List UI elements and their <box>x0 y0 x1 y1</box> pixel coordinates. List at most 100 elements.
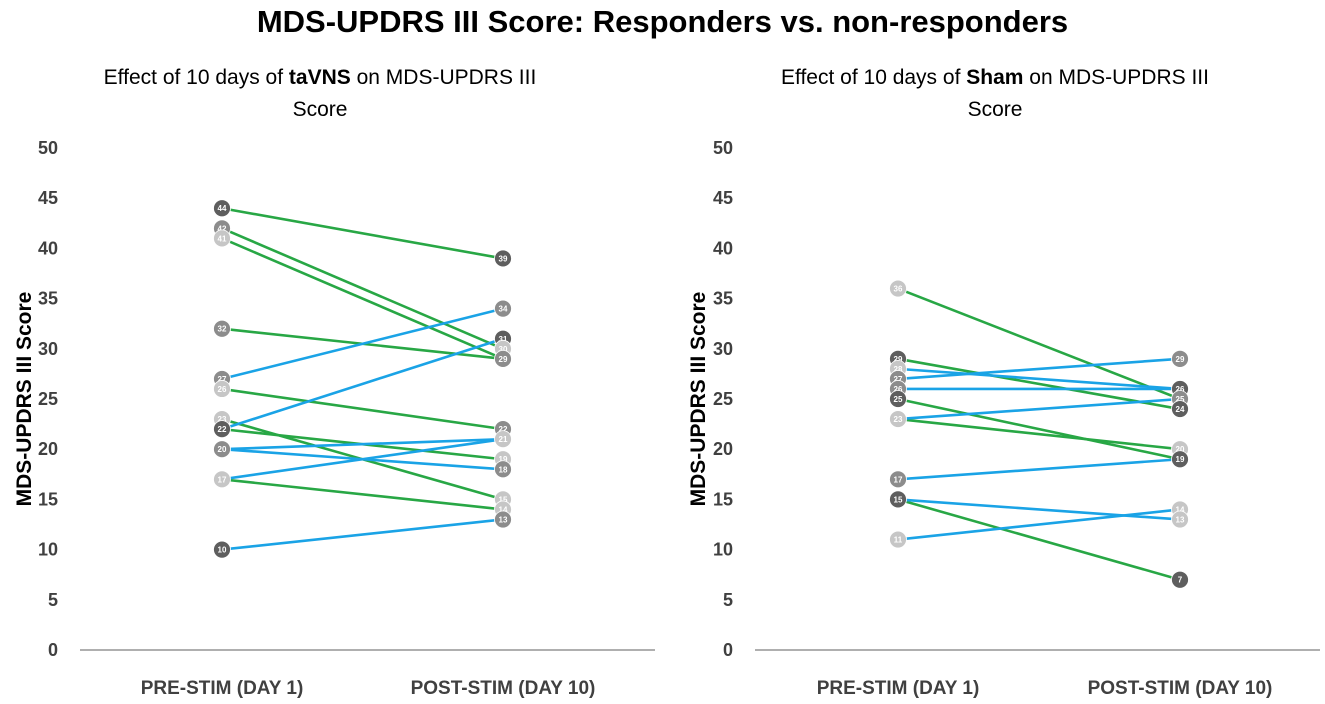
data-point-marker <box>213 470 231 489</box>
panel-title-part: on MDS-UPDRS III <box>1023 66 1209 89</box>
series-line-non_responder <box>221 437 504 451</box>
series-line-non_responder <box>897 357 1181 381</box>
data-point-marker <box>494 249 512 268</box>
series-line-non_responder <box>897 498 1181 521</box>
series-line-non_responder <box>221 437 504 481</box>
y-tick-label: 35 <box>713 289 733 309</box>
data-point-label: 10 <box>218 546 227 555</box>
y-tick-label: 0 <box>723 640 733 660</box>
y-tick-label: 45 <box>38 188 58 208</box>
data-point-marker <box>213 380 231 398</box>
data-point-marker <box>494 349 512 368</box>
data-point-label: 30 <box>499 345 508 354</box>
data-point-marker <box>213 199 231 218</box>
y-tick-label: 5 <box>723 590 733 610</box>
data-point-label: 22 <box>499 425 508 434</box>
data-point-marker <box>889 390 907 408</box>
data-point-label: 11 <box>894 536 903 545</box>
panel-title-part: taVNS <box>289 66 351 89</box>
data-point-label: 27 <box>218 375 227 384</box>
data-point-label: 17 <box>218 475 227 484</box>
data-point-marker <box>1171 400 1189 418</box>
x-category-label: POST-STIM (DAY 10) <box>1088 678 1273 699</box>
data-point-label: 29 <box>894 355 903 364</box>
y-tick-label: 30 <box>38 339 58 359</box>
data-point-label: 26 <box>218 385 227 394</box>
data-point-label: 14 <box>1176 505 1185 514</box>
panel-title-line1: Effect of 10 days of Sham on MDS-UPDRS I… <box>781 66 1209 89</box>
series-line-non_responder <box>221 518 504 551</box>
data-point-marker <box>213 440 231 459</box>
data-point-label: 15 <box>894 495 903 504</box>
series-line-responder <box>221 227 504 350</box>
data-point-label: 29 <box>1176 355 1185 364</box>
data-point-label: 22 <box>218 425 227 434</box>
data-point-label: 20 <box>1176 445 1185 454</box>
y-tick-label: 10 <box>713 540 733 560</box>
y-tick-label: 50 <box>38 138 58 158</box>
data-point-label: 14 <box>499 505 508 514</box>
y-tick-label: 40 <box>38 238 58 258</box>
data-point-marker <box>213 540 231 559</box>
data-point-label: 39 <box>499 254 508 263</box>
panel-title-part: on MDS-UPDRS III <box>351 66 537 89</box>
data-point-marker <box>494 430 512 449</box>
data-point-label: 34 <box>499 305 508 314</box>
panel-title-part: Effect of 10 days of <box>104 66 289 89</box>
data-point-label: 25 <box>894 395 903 404</box>
data-point-marker <box>889 279 907 298</box>
data-point-marker <box>494 299 512 318</box>
series-line-responder <box>221 206 504 260</box>
data-point-label: 15 <box>499 495 508 504</box>
y-tick-label: 20 <box>38 439 58 459</box>
data-point-label: 29 <box>499 355 508 364</box>
data-point-label: 36 <box>894 285 903 294</box>
y-tick-label: 0 <box>48 640 58 660</box>
data-point-marker <box>494 510 512 529</box>
data-point-marker <box>494 460 512 479</box>
series-line-responder <box>221 387 504 431</box>
y-tick-label: 10 <box>38 540 58 560</box>
y-tick-label: 20 <box>713 439 733 459</box>
data-point-label: 27 <box>894 375 903 384</box>
y-axis-label: MDS-UPDRS III Score <box>687 292 710 507</box>
data-point-label: 19 <box>1176 455 1185 464</box>
data-point-label: 25 <box>1176 395 1185 404</box>
y-tick-label: 25 <box>38 389 58 409</box>
data-point-label: 41 <box>218 234 227 243</box>
x-category-label: PRE-STIM (DAY 1) <box>141 678 304 699</box>
data-point-label: 13 <box>1176 515 1185 524</box>
figure-title: MDS-UPDRS III Score: Responders vs. non-… <box>256 4 1069 39</box>
y-tick-label: 15 <box>713 489 733 509</box>
data-point-marker <box>1171 510 1189 529</box>
series-line-non_responder <box>897 367 1181 391</box>
data-point-label: 13 <box>499 515 508 524</box>
y-axis-label: MDS-UPDRS III Score <box>13 292 36 507</box>
data-point-label: 28 <box>894 365 903 374</box>
data-point-label: 19 <box>499 455 508 464</box>
data-point-marker <box>889 410 907 428</box>
data-point-label: 20 <box>218 445 227 454</box>
series-line-responder <box>897 357 1181 411</box>
data-point-label: 44 <box>218 204 227 213</box>
data-point-label: 42 <box>218 224 227 233</box>
panel-title-part: Effect of 10 days of <box>781 66 966 89</box>
data-point-marker <box>889 470 907 489</box>
y-tick-label: 25 <box>713 389 733 409</box>
series-line-non_responder <box>897 397 1181 421</box>
data-point-label: 18 <box>499 465 508 474</box>
panel-title-part: Sham <box>966 66 1023 89</box>
series-line-responder <box>221 478 504 511</box>
data-point-marker <box>213 319 231 338</box>
data-point-marker <box>889 530 907 549</box>
data-point-marker <box>213 229 231 248</box>
data-point-label: 23 <box>894 415 903 424</box>
y-tick-label: 30 <box>713 339 733 359</box>
data-point-label: 21 <box>499 435 508 444</box>
data-point-marker <box>1171 349 1189 368</box>
x-category-label: POST-STIM (DAY 10) <box>411 678 596 699</box>
series-line-responder <box>897 417 1181 451</box>
data-point-label: 7 <box>1178 576 1183 585</box>
